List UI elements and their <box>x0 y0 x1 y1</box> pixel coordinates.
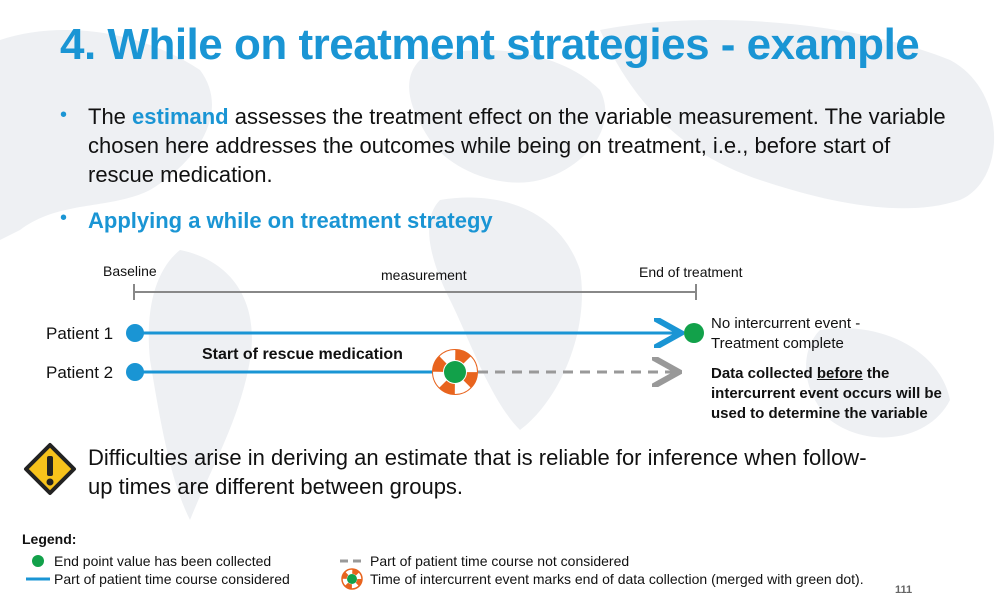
baseline-label: Baseline <box>103 263 157 279</box>
bullet1-suffix: assesses the treatment effect on the var… <box>88 104 946 187</box>
page-number: 111 <box>895 584 913 596</box>
estimand-highlight: estimand <box>132 104 229 129</box>
warning-icon <box>24 443 76 495</box>
legend-lifebuoy-icon <box>341 568 363 590</box>
slide-title: 4. While on treatment strategies - examp… <box>60 20 920 69</box>
patient2-label: Patient 2 <box>46 363 114 382</box>
note2-underline: before <box>816 365 863 382</box>
end-of-treatment-label: End of treatment <box>639 264 743 280</box>
warning-text: Difficulties arise in deriving an estima… <box>88 445 867 499</box>
note2-pre: Data collected <box>711 365 817 382</box>
legend-item-endpoint: End point value has been collected <box>54 553 272 569</box>
patient2-note-line2: intercurrent event occurs will be <box>711 385 942 402</box>
patient2-note-line3: used to determine the variable <box>711 405 928 422</box>
patient1-start-dot <box>126 324 144 342</box>
measurement-bracket <box>133 284 697 300</box>
legend-item-intercurrent: Time of intercurrent event marks end of … <box>370 571 864 587</box>
legend-item-considered: Part of patient time course considered <box>54 571 290 587</box>
legend-title: Legend: <box>22 531 77 547</box>
bullet1-prefix: The <box>88 104 133 129</box>
patient2-note-line1: Data collected before the <box>711 364 942 384</box>
patient1-note-line1: No intercurrent event - <box>711 315 861 332</box>
legend-green-dot <box>32 555 44 567</box>
bullet-strategy: Applying a while on treatment strategy <box>88 208 493 233</box>
bullet-glyph-2: • <box>60 207 68 229</box>
rescue-medication-label: Start of rescue medication <box>202 346 403 363</box>
bullet-estimand: The estimand assesses the treatment effe… <box>88 102 948 189</box>
patient1-label: Patient 1 <box>46 324 114 343</box>
patient1-note: No intercurrent event - Treatment comple… <box>711 314 860 354</box>
measurement-label: measurement <box>381 267 467 283</box>
patient2-start-dot <box>126 363 144 381</box>
lifebuoy-icon <box>432 349 478 395</box>
patient1-note-line2: Treatment complete <box>711 335 844 352</box>
note2-post: the <box>862 365 890 382</box>
legend-item-not-considered: Part of patient time course not consider… <box>370 553 630 569</box>
patient1-end-dot <box>684 323 704 343</box>
bullet-glyph: • <box>60 104 68 126</box>
patient2-note: Data collected before the intercurrent e… <box>711 364 942 424</box>
